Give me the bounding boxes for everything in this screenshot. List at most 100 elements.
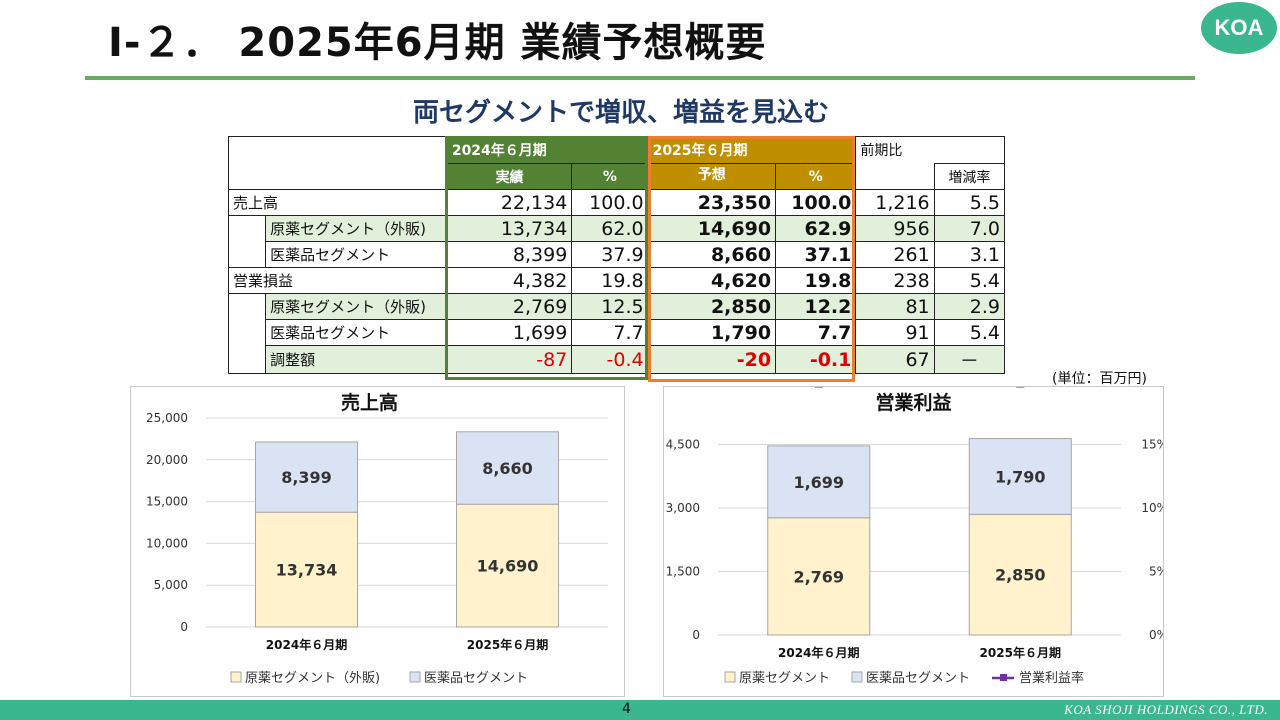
y2-tick-label: 0% <box>1149 628 1163 642</box>
table-row: 医薬品セグメント 8,399 37.9 8,660 37.1 261 3.1 <box>227 241 1006 268</box>
sales-chart: 売上高 0 5,000 10,000 15,000 20,000 25,000 13,734 8… <box>146 391 608 686</box>
header-yoy: 前期比 <box>855 136 1005 164</box>
yoy-rate: 5.4 <box>933 319 1006 346</box>
data-label: 13,734 <box>276 561 338 580</box>
forecast-pct: -0.1 <box>775 345 857 374</box>
table-row: 営業損益 4,382 19.8 4,620 19.8 238 5.4 <box>228 267 1006 294</box>
header-actual: 実績 <box>446 163 573 190</box>
legend-swatch <box>230 671 242 683</box>
actual-pct: 7.7 <box>571 319 649 346</box>
actual-pct: 62.0 <box>571 215 649 242</box>
actual-value: 1,699 <box>446 319 573 346</box>
chart-title: 売上高 <box>341 391 398 414</box>
forecast-value: 8,660 <box>647 241 777 268</box>
table-row: 原薬セグメント（外販) 2,769 12.5 2,850 12.2 81 2.9 <box>227 293 1006 320</box>
forecast-table: 2024年６月期 2025年６月期 前期比 実績 % 予想 % 増減率 売上高 2… <box>227 136 1006 374</box>
indent-cell <box>227 215 267 242</box>
line-marker <box>1016 387 1025 388</box>
y-tick-label: 1,500 <box>666 565 700 579</box>
header-yoy-blank <box>855 163 935 190</box>
bar-segment <box>968 438 1072 515</box>
header-2024: 2024年６月期 <box>446 136 649 164</box>
row-label: 調整額 <box>265 345 448 374</box>
header-pct-2025: % <box>775 163 857 190</box>
category-label: 2025年６月期 <box>467 637 548 652</box>
page-number: 4 <box>622 701 631 717</box>
yoy-rate: 5.5 <box>933 189 1006 216</box>
bar-segment <box>968 513 1072 636</box>
table-corner <box>228 136 448 190</box>
table-row: 原薬セグメント（外販) 13,734 62.0 14,690 62.9 956 7.0 <box>227 215 1006 242</box>
data-label: 8,660 <box>482 459 533 478</box>
actual-value: 8,399 <box>446 241 573 268</box>
data-label: 1,790 <box>995 467 1046 486</box>
y-tick-label: 4,500 <box>666 438 700 452</box>
profit-chart-panel: 営業利益 0 1,500 3,000 4,500 2,769 1,699 2024年６月期 2,… <box>663 386 1164 697</box>
actual-pct: -0.4 <box>571 345 649 374</box>
yoy-diff: 67 <box>855 345 935 374</box>
actual-value: 4,382 <box>446 267 573 294</box>
actual-value: 22,134 <box>446 189 573 216</box>
data-label: 8,399 <box>281 468 332 487</box>
legend-swatch <box>851 671 863 683</box>
bar-segment <box>456 431 559 505</box>
chart-title: 営業利益 <box>875 391 951 414</box>
yoy-rate: － <box>933 345 1006 374</box>
yoy-diff: 956 <box>855 215 935 242</box>
forecast-pct: 100.0 <box>775 189 857 216</box>
row-label: 医薬品セグメント <box>265 319 448 346</box>
header-pct-2024: % <box>571 163 649 190</box>
indent-cell <box>227 293 267 320</box>
category-label: 2025年６月期 <box>980 645 1061 660</box>
forecast-pct: 12.2 <box>775 293 857 320</box>
actual-pct: 12.5 <box>571 293 649 320</box>
table-row: 医薬品セグメント 1,699 7.7 1,790 7.7 91 5.4 <box>227 319 1006 346</box>
y2-tick-label: 10% <box>1141 501 1163 515</box>
y-tick-label: 15,000 <box>146 495 188 509</box>
forecast-pct: 19.8 <box>775 267 857 294</box>
indent-cell <box>227 319 267 346</box>
y-tick-label: 0 <box>180 620 188 634</box>
forecast-pct: 62.9 <box>775 215 857 242</box>
header-2025: 2025年６月期 <box>647 136 857 164</box>
legend-label: 医薬品セグメント <box>866 671 970 686</box>
row-label: 営業損益 <box>228 267 448 294</box>
legend-swatch <box>724 671 736 683</box>
indent-cell <box>227 241 267 268</box>
page-title: Ⅰ-２． 2025年6月期 業績予想概要 <box>108 20 767 66</box>
category-label: 2024年６月期 <box>778 645 859 660</box>
table-row: 調整額 -87 -0.4 -20 -0.1 67 － <box>227 345 1006 374</box>
unit-note: (単位：百万円) <box>1052 371 1147 387</box>
header-forecast: 予想 <box>647 163 777 190</box>
actual-pct: 37.9 <box>571 241 649 268</box>
data-label: 2,769 <box>793 567 844 586</box>
footer-bar <box>0 700 1280 720</box>
table-row: 売上高 22,134 100.0 23,350 100.0 1,216 5.5 <box>228 189 1006 216</box>
page-subtitle: 両セグメントで増収、増益を見込む <box>413 98 830 128</box>
company-logo: KOA <box>1201 2 1277 54</box>
data-label: 14,690 <box>477 557 539 576</box>
yoy-rate: 2.9 <box>933 293 1006 320</box>
forecast-value: 14,690 <box>647 215 777 242</box>
y2-tick-label: 15% <box>1141 438 1163 452</box>
y-tick-label: 0 <box>692 628 700 642</box>
forecast-value: 2,850 <box>647 293 777 320</box>
data-label: 1,699 <box>793 473 844 492</box>
yoy-diff: 81 <box>855 293 935 320</box>
bar-segment <box>767 517 871 636</box>
legend-label: 営業利益率 <box>1019 670 1084 686</box>
company-name: KOA SHOJI HOLDINGS CO., LTD. <box>1064 702 1268 717</box>
data-label: 2,850 <box>995 566 1046 585</box>
forecast-value: 23,350 <box>647 189 777 216</box>
bar-segment <box>456 503 559 628</box>
y2-tick-label: 20% <box>1141 387 1163 388</box>
title-underline <box>85 76 1195 80</box>
yoy-rate: 3.1 <box>933 241 1006 268</box>
legend-swatch <box>409 671 421 683</box>
row-label: 原薬セグメント（外販) <box>265 293 448 320</box>
forecast-value: 1,790 <box>647 319 777 346</box>
row-label: 医薬品セグメント <box>265 241 448 268</box>
actual-pct: 100.0 <box>571 189 649 216</box>
forecast-pct: 37.1 <box>775 241 857 268</box>
yoy-diff: 261 <box>855 241 935 268</box>
